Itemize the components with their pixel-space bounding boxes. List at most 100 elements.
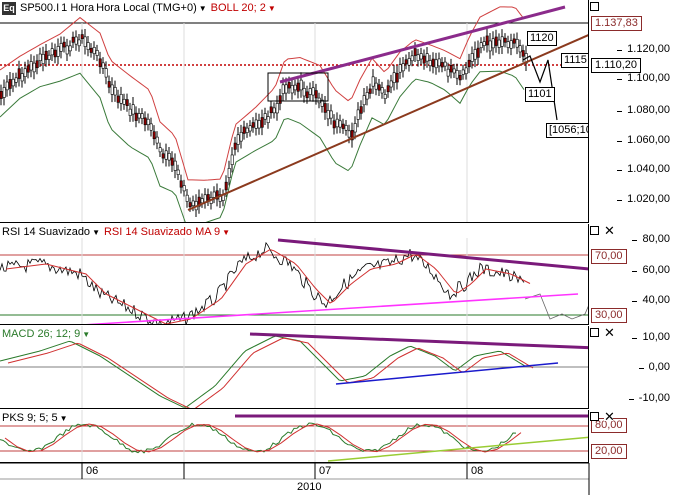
candle-body bbox=[113, 87, 117, 96]
symbol-label: SP500.I bbox=[20, 2, 60, 14]
candle-body bbox=[443, 61, 447, 67]
price-plot-area[interactable]: Eq SP500.I 1 Hora Hora Local (TMG+0) ▼ B… bbox=[0, 0, 589, 223]
candle-body bbox=[293, 84, 297, 91]
dropdown-arrow-icon[interactable]: ▼ bbox=[267, 3, 276, 13]
pks-selector[interactable]: PKS 9; 5; 5 ▼ bbox=[2, 412, 68, 424]
macd-chart bbox=[0, 326, 588, 408]
dropdown-arrow-icon[interactable]: ▼ bbox=[92, 227, 100, 237]
boll-lower-band bbox=[0, 70, 525, 222]
maximize-panel-button[interactable] bbox=[590, 328, 599, 337]
candle-body bbox=[278, 95, 282, 104]
candle-body bbox=[203, 194, 207, 203]
candle-body bbox=[452, 68, 456, 74]
candle-body bbox=[521, 50, 525, 57]
candle-body bbox=[92, 47, 96, 55]
candle-body bbox=[479, 42, 483, 49]
candle-body bbox=[38, 53, 42, 61]
macd-panel[interactable]: MACD 26; 12; 9 ▼ ✕ 10,00 0,00 -10,00 bbox=[0, 326, 674, 409]
candle-body bbox=[131, 104, 135, 115]
dropdown-arrow-icon[interactable]: ▼ bbox=[222, 227, 231, 237]
rsi-tick: 80,00 bbox=[632, 233, 670, 245]
price-tick: 1.020,00 bbox=[617, 193, 670, 205]
rsi-scale[interactable]: 80,00 70,00 60,00 40,00 30,00 bbox=[589, 224, 674, 325]
rsi-ma-selector[interactable]: RSI 14 Suavizado MA 9 ▼ bbox=[104, 226, 230, 238]
candle-body bbox=[287, 82, 291, 89]
pks-panel[interactable]: PKS 9; 5; 5 ▼ ✕ 80,00 20,00 bbox=[0, 410, 674, 463]
dropdown-arrow-icon[interactable]: ▼ bbox=[198, 3, 207, 13]
candle-body bbox=[59, 43, 63, 52]
macd-selector[interactable]: MACD 26; 12; 9 ▼ bbox=[2, 328, 90, 340]
candle-body bbox=[215, 190, 219, 200]
candle-body bbox=[143, 117, 147, 126]
candle-body bbox=[320, 99, 324, 107]
candle-body bbox=[359, 106, 363, 114]
price-panel[interactable]: Eq SP500.I 1 Hora Hora Local (TMG+0) ▼ B… bbox=[0, 0, 674, 223]
rsi-plot-area[interactable]: RSI 14 Suavizado ▼ RSI 14 Suavizado MA 9… bbox=[0, 224, 589, 325]
close-panel-icon[interactable]: ✕ bbox=[604, 325, 615, 340]
pks-support-line bbox=[327, 436, 588, 462]
macd-plot-area[interactable]: MACD 26; 12; 9 ▼ bbox=[0, 326, 589, 409]
price-scale[interactable]: 1.137,83 1.120,00 1.110,20 1.100,00 1.08… bbox=[589, 0, 674, 223]
close-panel-icon[interactable]: ✕ bbox=[604, 409, 615, 424]
price-high-box: 1.137,83 bbox=[591, 16, 642, 31]
rsi-chart bbox=[0, 238, 588, 324]
candle-body bbox=[350, 130, 354, 141]
rsi-support-line bbox=[85, 293, 579, 324]
candle-body bbox=[0, 90, 3, 99]
pks-scale[interactable]: 80,00 20,00 bbox=[589, 410, 674, 463]
candle-body bbox=[296, 82, 300, 92]
candle-body bbox=[188, 202, 192, 208]
rsi-panel[interactable]: RSI 14 Suavizado ▼ RSI 14 Suavizado MA 9… bbox=[0, 224, 674, 325]
target-annotation-1115: 1115 bbox=[561, 53, 588, 68]
symbol-icon: Eq bbox=[2, 1, 16, 15]
candle-body bbox=[98, 58, 102, 68]
candle-body bbox=[179, 180, 183, 188]
candle-body bbox=[506, 41, 510, 48]
macd-scale[interactable]: 10,00 0,00 -10,00 bbox=[589, 326, 674, 409]
candle-body bbox=[410, 55, 414, 62]
candle-body bbox=[206, 194, 210, 201]
candle-body bbox=[353, 123, 357, 133]
candle-body bbox=[128, 108, 132, 116]
maximize-panel-button[interactable] bbox=[590, 2, 599, 11]
dropdown-arrow-icon[interactable]: ▼ bbox=[59, 413, 68, 423]
time-axis[interactable]: 06 07 08 2010 bbox=[0, 463, 674, 495]
price-tick: 1.060,00 bbox=[617, 134, 670, 146]
candle-body bbox=[119, 94, 123, 104]
symbol-selector[interactable]: SP500.I 1 Hora Hora Local (TMG+0) ▼ bbox=[20, 2, 207, 14]
candle-body bbox=[380, 87, 384, 94]
candle-body bbox=[476, 47, 480, 58]
candle-body bbox=[212, 191, 216, 198]
candle-body bbox=[455, 70, 459, 79]
candle-body bbox=[227, 168, 231, 178]
candle-body bbox=[200, 198, 204, 204]
close-panel-icon[interactable]: ✕ bbox=[604, 223, 615, 238]
candle-body bbox=[236, 134, 240, 145]
boll-upper-band bbox=[0, 6, 525, 181]
pks-label: PKS 9; 5; 5 bbox=[2, 412, 58, 424]
candle-body bbox=[167, 153, 171, 161]
candle-body bbox=[362, 95, 366, 106]
pks-plot-area[interactable]: PKS 9; 5; 5 ▼ bbox=[0, 410, 589, 463]
candle-body bbox=[152, 131, 156, 140]
candle-body bbox=[95, 50, 99, 56]
candle-body bbox=[164, 150, 168, 160]
candle-body bbox=[104, 68, 108, 78]
candle-body bbox=[2, 87, 6, 98]
candle-body bbox=[68, 45, 72, 52]
candle-body bbox=[449, 64, 453, 73]
candle-body bbox=[338, 120, 342, 128]
maximize-panel-button[interactable] bbox=[590, 226, 599, 235]
candle-body bbox=[290, 85, 294, 94]
candle-body bbox=[230, 154, 234, 165]
rsi-resistance-line bbox=[277, 238, 588, 271]
price-tick: 1.040,00 bbox=[617, 163, 670, 175]
candle-body bbox=[398, 64, 402, 73]
candle-body bbox=[122, 98, 126, 105]
candle-body bbox=[266, 116, 270, 124]
time-axis-grid bbox=[0, 463, 590, 495]
maximize-panel-button[interactable] bbox=[590, 412, 599, 421]
boll-indicator-selector[interactable]: BOLL 20; 2 ▼ bbox=[211, 2, 276, 14]
dropdown-arrow-icon[interactable]: ▼ bbox=[82, 329, 91, 339]
rsi-selector[interactable]: RSI 14 Suavizado ▼ bbox=[2, 226, 100, 238]
